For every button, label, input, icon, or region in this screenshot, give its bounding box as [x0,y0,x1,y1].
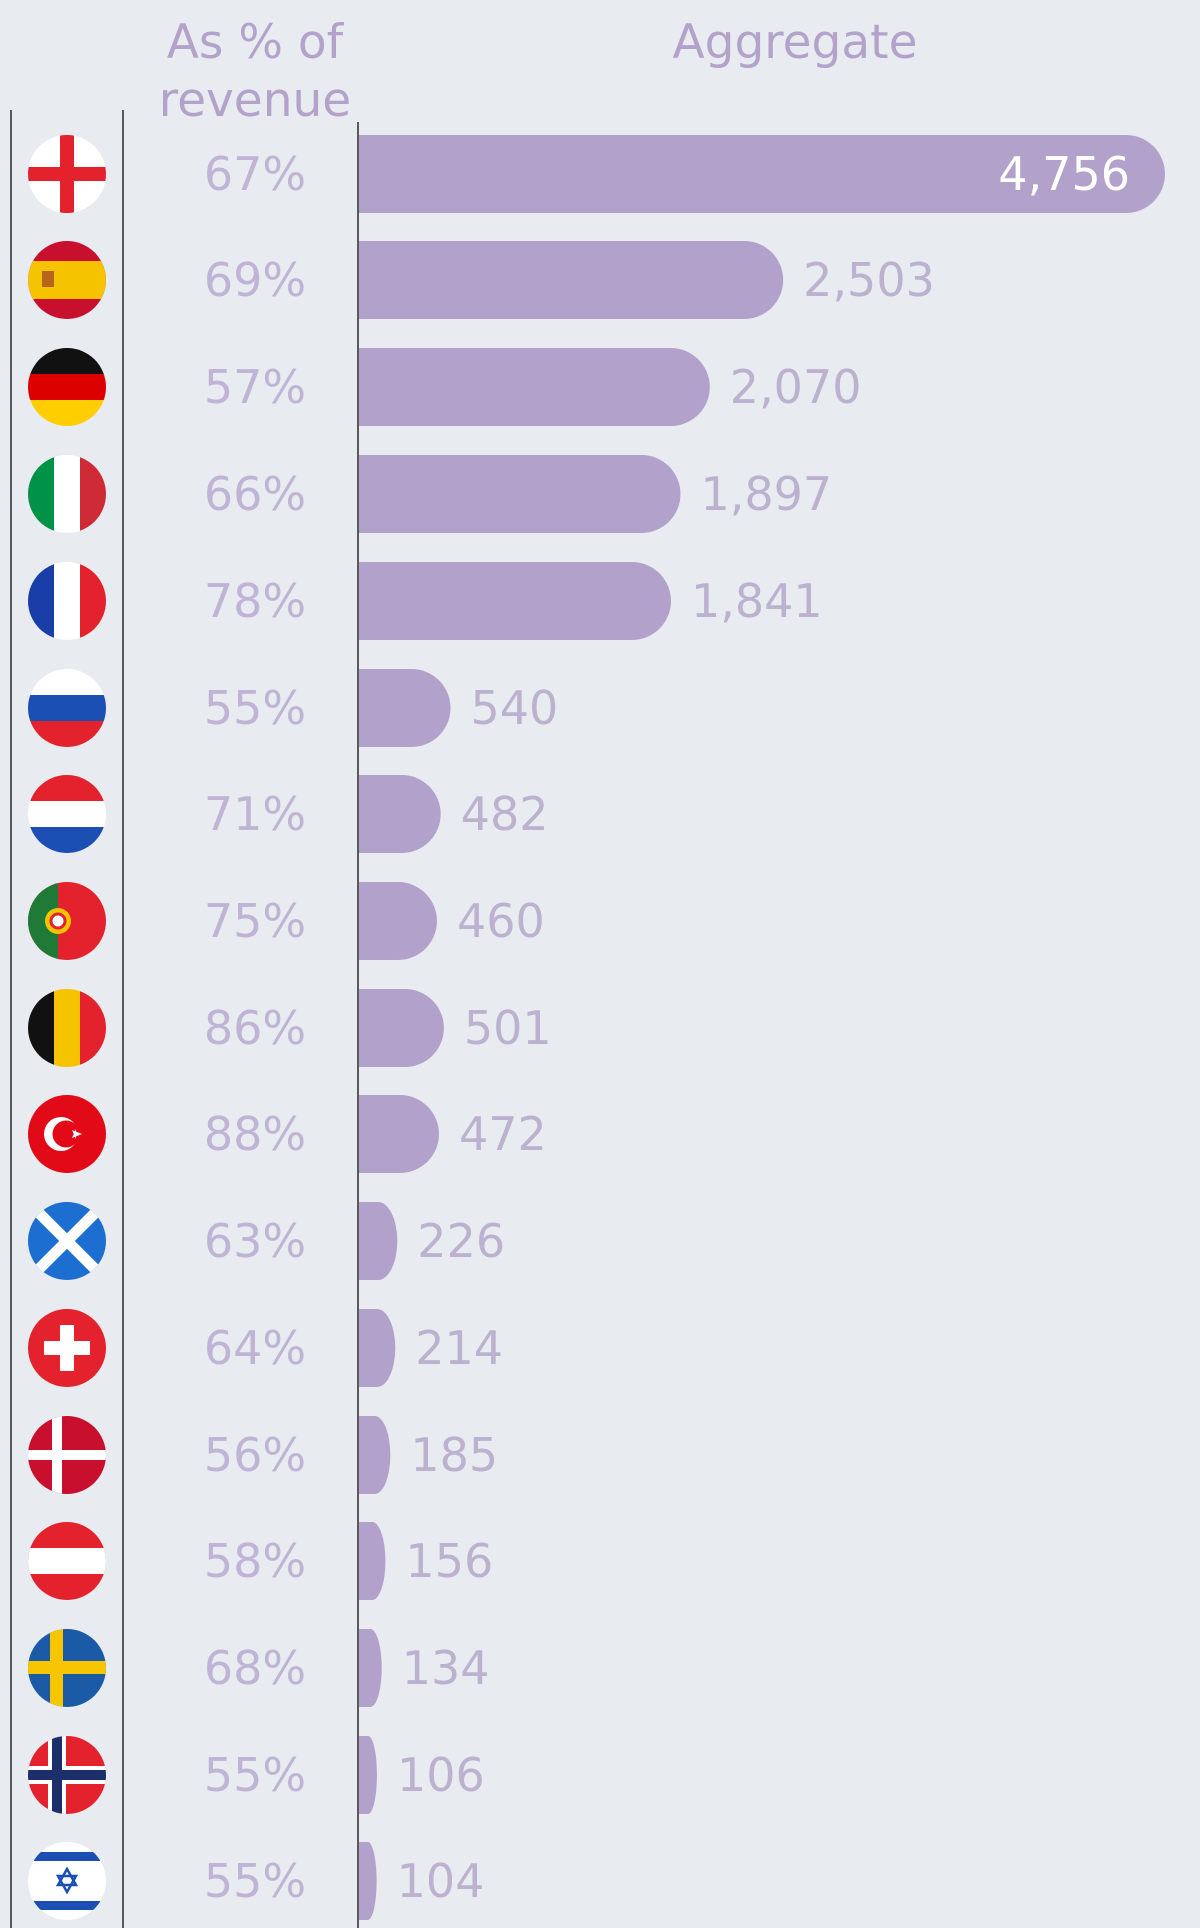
france-flag-icon [28,562,106,640]
netherlands-flag-icon [28,775,106,853]
bar-value-label: 1,841 [690,574,823,628]
aggregate-header: Aggregate [672,15,918,70]
pct-header-line2: revenue [158,73,352,128]
bar-scotland-flag [359,1202,398,1280]
bar-value-label: 1,897 [700,467,833,521]
bar-portugal-flag [359,882,437,960]
austria-flag-icon [28,1522,106,1600]
italy-flag-icon [28,455,106,533]
pct-header-line1: As % of [166,15,344,70]
bar-value-label: 2,070 [729,360,862,414]
turkey-flag-icon [28,1095,106,1173]
sweden-flag-icon [28,1629,106,1707]
flag-column-divider [122,110,124,1928]
pct-of-revenue-label: 56% [203,1428,307,1482]
bar-england-flag [359,135,1165,213]
bar-value-label: 472 [458,1107,547,1161]
bar-value-label: 4,756 [998,147,1130,201]
pct-of-revenue-label: 69% [203,253,307,307]
pct-of-revenue-label: 86% [203,1001,307,1055]
bar-value-label: 156 [405,1534,494,1588]
bar-value-label: 460 [456,894,545,948]
bar-israel-flag [359,1842,377,1920]
bar-value-label: 185 [410,1428,499,1482]
pct-of-revenue-label: 55% [203,1854,307,1908]
portugal-flag-icon [28,882,106,960]
pct-of-revenue-label: 55% [203,681,307,735]
belgium-flag-icon [28,989,106,1067]
germany-flag-icon [28,348,106,426]
pct-of-revenue-label: 66% [203,467,307,521]
pct-of-revenue-label: 64% [203,1321,307,1375]
pct-of-revenue-label: 88% [203,1107,307,1161]
england-flag-icon [28,135,106,213]
bar-value-label: 482 [460,787,549,841]
pct-of-revenue-header: As % of revenue [130,14,380,130]
pct-of-revenue-label: 71% [203,787,307,841]
bar-germany-flag [359,348,710,426]
switzerland-flag-icon [28,1309,106,1387]
israel-flag-icon [28,1842,106,1920]
bar-italy-flag [359,455,681,533]
pct-of-revenue-label: 67% [203,147,307,201]
bar-value-label: 134 [401,1641,490,1695]
bar-denmark-flag [359,1416,391,1494]
spain-flag-icon [28,241,106,319]
russia-flag-icon [28,669,106,747]
norway-flag-icon [28,1736,106,1814]
bar-belgium-flag [359,989,444,1067]
pct-of-revenue-label: 75% [203,894,307,948]
pct-of-revenue-label: 57% [203,360,307,414]
chart-axis-line [357,122,359,1928]
bar-value-label: 540 [470,681,559,735]
bar-norway-flag [359,1736,377,1814]
pct-of-revenue-label: 63% [203,1214,307,1268]
pct-of-revenue-label: 78% [203,574,307,628]
bar-value-label: 106 [396,1748,485,1802]
bar-switzerland-flag [359,1309,396,1387]
left-border-line [10,110,12,1928]
bar-value-label: 226 [417,1214,506,1268]
denmark-flag-icon [28,1416,106,1494]
bar-value-label: 501 [463,1001,552,1055]
bar-sweden-flag [359,1629,382,1707]
bar-russia-flag [359,669,451,747]
scotland-flag-icon [28,1202,106,1280]
bar-value-label: 214 [415,1321,504,1375]
bar-austria-flag [359,1522,386,1600]
bar-netherlands-flag [359,775,441,853]
pct-of-revenue-label: 55% [203,1748,307,1802]
bar-spain-flag [359,241,784,319]
bar-value-label: 2,503 [803,253,935,307]
bar-value-label: 104 [396,1854,485,1908]
pct-of-revenue-label: 58% [203,1534,307,1588]
pct-of-revenue-label: 68% [203,1641,307,1695]
bar-turkey-flag [359,1095,439,1173]
bar-france-flag [359,562,671,640]
